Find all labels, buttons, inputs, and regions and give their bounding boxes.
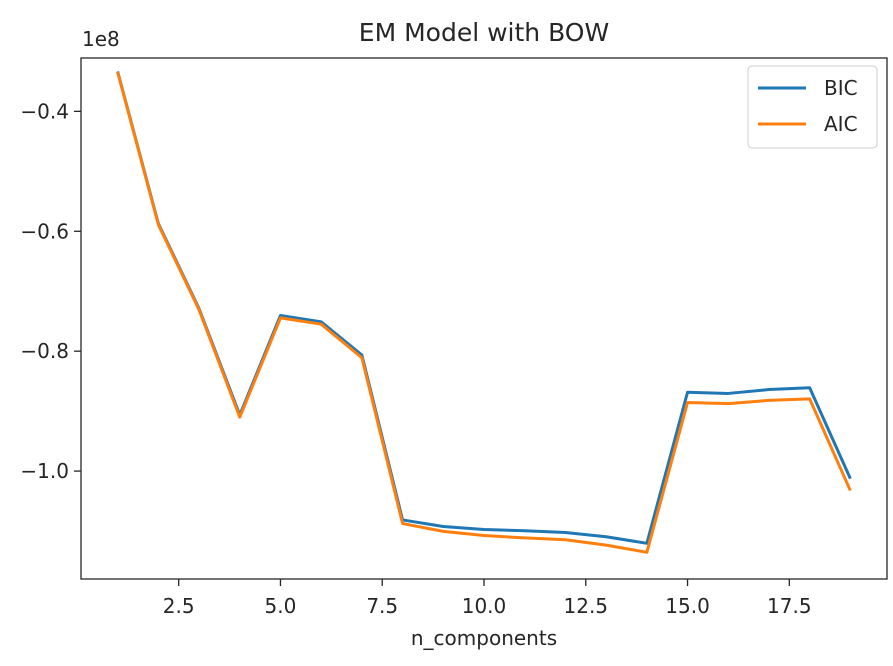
x-tick-label: 10.0: [462, 594, 507, 618]
y-offset-text: 1e8: [82, 27, 120, 51]
series-layer: [116, 71, 852, 554]
x-tick-label: 12.5: [564, 594, 609, 618]
legend-label-aic: AIC: [824, 112, 858, 136]
x-tick-label: 15.0: [665, 594, 710, 618]
y-tick-label: −0.6: [20, 219, 69, 243]
legend-label-bic: BIC: [824, 76, 858, 100]
x-axis-ticks: 2.5 5.0 7.5 10.0 12.5 15.0 17.5: [163, 579, 812, 618]
x-tick-label: 5.0: [265, 594, 297, 618]
legend-box: [747, 65, 878, 149]
series-line-bic: [116, 71, 852, 545]
y-tick-label: −1.0: [20, 459, 69, 483]
plot-area-frame: [80, 57, 888, 580]
y-axis-ticks: −0.4 −0.6 −0.8 −1.0: [20, 99, 81, 483]
x-tick-label: 17.5: [767, 594, 812, 618]
x-tick-label: 7.5: [366, 594, 398, 618]
x-axis-label: n_components: [411, 626, 557, 650]
legend: BIC AIC: [747, 65, 878, 149]
x-tick-label: 2.5: [163, 594, 195, 618]
series-line-aic: [116, 71, 852, 554]
chart-title: EM Model with BOW: [359, 18, 609, 47]
y-tick-label: −0.8: [20, 339, 69, 363]
y-tick-label: −0.4: [20, 99, 69, 123]
